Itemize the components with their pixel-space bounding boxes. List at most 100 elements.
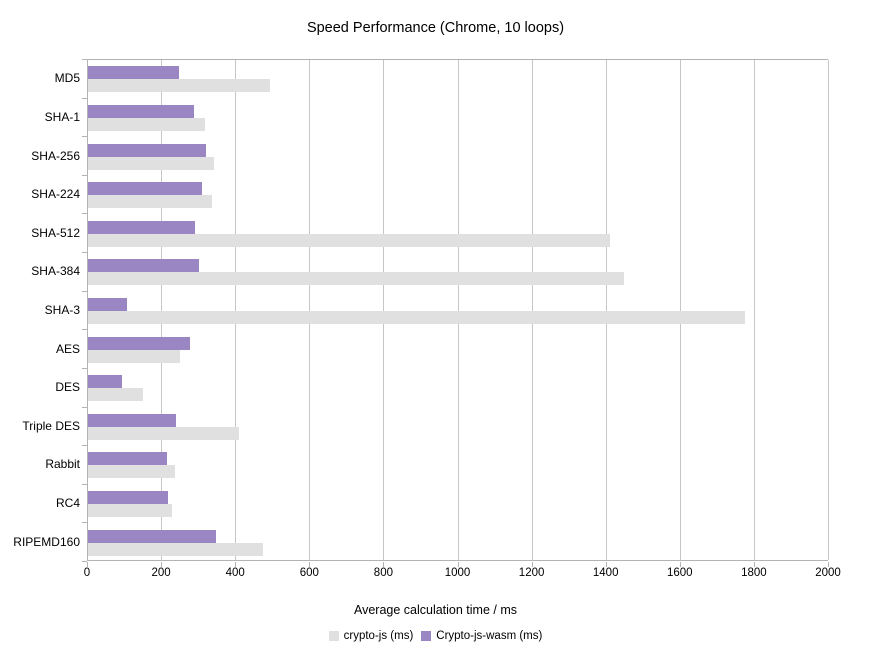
y-axis-label-SHA-224: SHA-224	[31, 187, 80, 202]
x-axis-tick	[87, 562, 88, 567]
bar-crypto-js-ms--SHA-512	[88, 233, 610, 247]
x-axis-tick-label-1200: 1200	[518, 567, 545, 579]
bar-crypto-js-wasm-ms--AES	[88, 336, 190, 350]
gridline-x-1400	[605, 60, 607, 560]
chart-row-SHA-256	[88, 137, 828, 176]
gridline-x-1800	[753, 60, 755, 560]
y-axis-label-Rabbit: Rabbit	[45, 457, 80, 472]
y-axis-tick	[82, 252, 87, 254]
bar-crypto-js-ms--RIPEMD160	[88, 542, 263, 556]
x-axis-tick-label-400: 400	[225, 567, 245, 579]
y-axis-label-RC4: RC4	[55, 496, 80, 511]
y-axis-tick	[82, 329, 87, 331]
chart-row-RC4	[88, 485, 828, 524]
legend-label: Crypto-js-wasm (ms)	[436, 630, 543, 642]
y-axis-tick	[82, 561, 87, 562]
bar-crypto-js-wasm-ms--Triple DES	[88, 413, 177, 427]
y-axis-label-Triple DES: Triple DES	[22, 418, 80, 433]
x-axis-tick	[531, 562, 533, 567]
x-axis-tick-label-1400: 1400	[592, 567, 619, 579]
bar-crypto-js-wasm-ms--SHA-224	[88, 182, 203, 196]
y-axis-tick	[82, 136, 87, 138]
y-axis-tick	[82, 483, 87, 485]
y-axis-tick	[82, 522, 87, 524]
y-axis-label-DES: DES	[55, 380, 80, 395]
gridline-x-600	[309, 60, 311, 560]
x-axis-tick-label-0: 0	[83, 567, 91, 579]
bar-crypto-js-ms--MD5	[88, 79, 270, 93]
x-axis-tick	[828, 562, 829, 567]
legend-swatch-icon	[421, 631, 432, 641]
chart-row-RIPEMD160	[88, 523, 828, 562]
y-axis-tick	[82, 97, 87, 99]
x-axis-tick-label-1000: 1000	[444, 567, 471, 579]
legend-swatch-icon	[328, 631, 339, 641]
y-axis-tick	[82, 445, 87, 447]
bar-crypto-js-wasm-ms--RC4	[88, 491, 169, 505]
bar-crypto-js-ms--SHA-1	[88, 117, 206, 131]
gridline-x-800	[383, 60, 385, 560]
y-axis-label-SHA-512: SHA-512	[31, 225, 80, 240]
y-axis-tick	[82, 213, 87, 215]
y-axis-tick	[82, 59, 87, 60]
gridline-x-1200	[531, 60, 533, 560]
y-axis-label-AES: AES	[55, 341, 80, 356]
bar-crypto-js-ms--AES	[88, 349, 180, 363]
gridline-x-400	[235, 60, 237, 560]
x-axis-tick-label-800: 800	[373, 567, 393, 579]
bar-crypto-js-wasm-ms--DES	[88, 375, 123, 389]
bar-crypto-js-ms--Rabbit	[88, 465, 175, 479]
legend-item: Crypto-js-wasm (ms)	[421, 630, 542, 642]
legend-label: crypto-js (ms)	[343, 630, 414, 642]
y-axis-label-SHA-3: SHA-3	[44, 303, 80, 317]
x-axis-tick	[679, 562, 681, 567]
chart-row-AES	[88, 330, 828, 369]
x-axis-tick-label-600: 600	[299, 567, 319, 579]
bar-crypto-js-ms--SHA-224	[88, 195, 213, 209]
bar-crypto-js-wasm-ms--SHA-512	[88, 220, 195, 234]
legend-item: crypto-js (ms)	[328, 630, 414, 642]
y-axis-label-SHA-384: SHA-384	[31, 264, 80, 279]
y-axis-tick	[82, 174, 87, 176]
x-axis-tick-label-1600: 1600	[667, 567, 693, 579]
x-axis-tick-label-200: 200	[151, 567, 171, 579]
chart-title: Speed Performance (Chrome, 10 loops)	[306, 20, 565, 36]
x-axis-title: Average calculation time / ms	[353, 603, 518, 617]
chart-row-SHA-3	[88, 292, 828, 331]
chart-row-SHA-1	[88, 99, 828, 138]
y-axis-tick	[82, 406, 87, 408]
chart-row-SHA-384	[88, 253, 828, 292]
bar-crypto-js-ms--Triple DES	[88, 426, 239, 440]
x-axis-tick	[235, 562, 237, 567]
y-axis-label-MD5: MD5	[54, 71, 80, 86]
plot-area	[87, 59, 829, 562]
bar-crypto-js-ms--RC4	[88, 504, 173, 518]
x-axis-tick	[161, 562, 163, 567]
y-axis-tick	[82, 367, 87, 369]
y-axis-tick	[82, 290, 87, 292]
gridline-x-1000	[457, 60, 459, 560]
chart-row-DES	[88, 369, 828, 408]
x-axis-tick	[605, 562, 607, 567]
bar-crypto-js-ms--DES	[88, 388, 143, 402]
bar-crypto-js-wasm-ms--SHA-384	[88, 259, 200, 273]
bar-crypto-js-wasm-ms--MD5	[88, 66, 180, 80]
chart-row-Rabbit	[88, 446, 828, 485]
x-axis-tick	[309, 562, 311, 567]
y-axis-label-SHA-1: SHA-1	[44, 109, 80, 124]
x-axis-tick	[383, 562, 385, 567]
bar-crypto-js-ms--SHA-256	[88, 156, 215, 170]
bar-crypto-js-wasm-ms--SHA-256	[88, 143, 206, 157]
chart-row-SHA-224	[88, 176, 828, 215]
legend: crypto-js (ms) Crypto-js-wasm (ms)	[0, 630, 871, 642]
bar-crypto-js-wasm-ms--RIPEMD160	[88, 529, 216, 543]
gridline-x-1600	[679, 60, 681, 560]
x-axis-tick-label-1800: 1800	[741, 567, 767, 579]
gridline-x-2000	[828, 60, 829, 560]
x-axis-tick-label-2000: 2000	[815, 567, 841, 579]
bar-crypto-js-wasm-ms--SHA-1	[88, 104, 195, 118]
chart-row-MD5	[88, 60, 828, 99]
x-axis-tick	[457, 562, 459, 567]
gridline-x-200	[161, 60, 163, 560]
